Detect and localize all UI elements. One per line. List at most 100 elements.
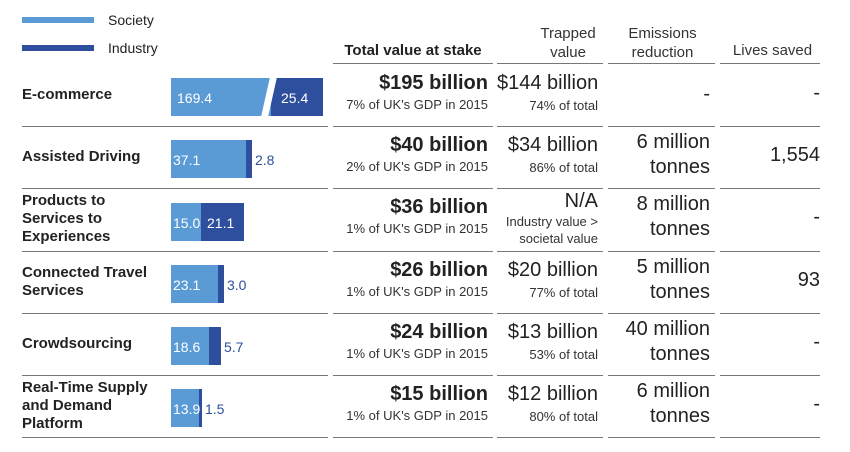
trapped-share: 53% of total [529, 346, 598, 362]
axis-break-gap [261, 77, 277, 117]
bar-industry [271, 78, 323, 116]
row-rule-lives [720, 251, 820, 252]
row-label-text: Products to Services to Experiences [22, 192, 110, 246]
row-rule-emissions [608, 126, 715, 127]
total-value: $15 billion [390, 383, 488, 405]
bar-society [171, 327, 209, 365]
row-label-text: Assisted Driving [22, 148, 140, 166]
row-rule-left [22, 375, 328, 376]
row-rule-trapped [497, 251, 603, 252]
emissions-value: tonnes [649, 218, 710, 241]
bar-value-industry: 3.0 [227, 277, 247, 293]
trapped-value: $12 billion [507, 383, 598, 405]
row-label-text: Connected Travel Services [22, 264, 147, 300]
bar-industry [218, 265, 224, 303]
row-rule-total [333, 375, 493, 376]
trapped-share: 74% of total [529, 98, 598, 113]
row-rule-left [22, 251, 328, 252]
row-rule-lives [720, 437, 820, 438]
bar-value-society: 15.0 [173, 215, 201, 231]
row-label: E-commerce [22, 68, 162, 122]
lives-saved-value: - [813, 206, 820, 229]
row-rule-left [22, 126, 328, 127]
row-rule-trapped [497, 126, 603, 127]
header-total-value: Total value at stake [344, 42, 482, 59]
bar-value-industry: 2.8 [255, 152, 275, 168]
trapped-value: $13 billion [507, 320, 598, 343]
legend-label-society: Society [108, 12, 154, 28]
row-label-line: Services [22, 281, 84, 299]
header-rule-trapped [497, 63, 603, 64]
row-label-line: Connected Travel [22, 263, 148, 281]
total-value: $195 billion [379, 72, 488, 94]
row-label-line: E-commerce [22, 86, 113, 104]
row-label: Assisted Driving [22, 130, 162, 184]
header-trapped-text: Trapped value [540, 25, 596, 61]
row-label-line: Products to [22, 192, 106, 210]
row-label-line: Assisted Driving [22, 148, 141, 166]
bar-value-society: 13.9 [173, 401, 201, 417]
bar-value-industry: 1.5 [205, 401, 225, 417]
row-label: Products to Services to Experiences [22, 192, 162, 246]
axis-break [261, 77, 277, 117]
lives-saved-value: 1,554 [769, 144, 820, 167]
row-rule-left [22, 437, 328, 438]
total-value: $36 billion [390, 196, 488, 219]
legend-swatch-society [22, 17, 94, 23]
bar-value-society: 37.1 [173, 152, 201, 168]
header-rule-lives [720, 63, 820, 64]
bar-industry [209, 327, 221, 365]
bar-industry [246, 140, 252, 178]
trapped-value: $144 billion [497, 72, 599, 94]
row-rule-total [333, 437, 493, 438]
gdp-share: 1% of UK's GDP in 2015 [346, 345, 488, 361]
gdp-share: 1% of UK's GDP in 2015 [346, 221, 488, 237]
emissions-value: tonnes [649, 405, 710, 427]
emissions-value: tonnes [649, 342, 710, 365]
trapped-share: 80% of total [529, 409, 598, 424]
row-rule-trapped [497, 437, 603, 438]
row-label-line: Real-Time Supply [22, 379, 148, 397]
trapped-share: 86% of total [529, 160, 598, 176]
row-rule-emissions [608, 188, 715, 189]
row-label-line: Experiences [22, 228, 111, 246]
row-rule-emissions [608, 437, 715, 438]
row-rule-lives [720, 313, 820, 314]
row-rule-emissions [608, 375, 715, 376]
trapped-share: 77% of total [529, 284, 598, 300]
row-label-text: E-commerce [22, 86, 112, 104]
row-rule-total [333, 313, 493, 314]
row-label-text: Crowdsourcing [22, 335, 132, 353]
header-rule-total [333, 63, 493, 64]
row-rule-total [333, 126, 493, 127]
row-rule-total [333, 188, 493, 189]
trapped-note: societal value [519, 231, 598, 247]
bar-value-society: 169.4 [177, 90, 213, 106]
trapped-note: Industry value > [505, 214, 598, 230]
legend-swatch-industry [22, 45, 94, 51]
total-value: $26 billion [390, 258, 488, 281]
row-rule-left [22, 313, 328, 314]
row-rule-emissions [608, 251, 715, 252]
header-trapped-value: Trapped value [497, 24, 612, 62]
emissions-value: tonnes [649, 156, 710, 179]
emissions-value: 5 million [636, 255, 710, 278]
row-label-text: Real-Time Supply and Demand Platform [22, 379, 148, 433]
emissions-value: tonnes [649, 280, 710, 303]
bar-value-industry: 21.1 [207, 215, 235, 231]
lives-saved-value: - [813, 82, 820, 104]
emissions-value: 40 million [625, 317, 710, 340]
emissions-value: 8 million [636, 193, 710, 216]
trapped-value: N/A [564, 190, 598, 213]
gdp-share: 1% of UK's GDP in 2015 [346, 408, 488, 423]
row-rule-lives [720, 188, 820, 189]
emissions-value: 6 million [636, 131, 710, 154]
row-rule-total [333, 251, 493, 252]
header-lives-saved: Lives saved [732, 42, 813, 59]
total-value: $24 billion [390, 320, 488, 343]
row-rule-left [22, 188, 328, 189]
lives-saved-value: 93 [797, 268, 820, 291]
bar-value-industry: 25.4 [281, 90, 309, 106]
emissions-value: - [703, 83, 710, 105]
row-rule-lives [720, 375, 820, 376]
